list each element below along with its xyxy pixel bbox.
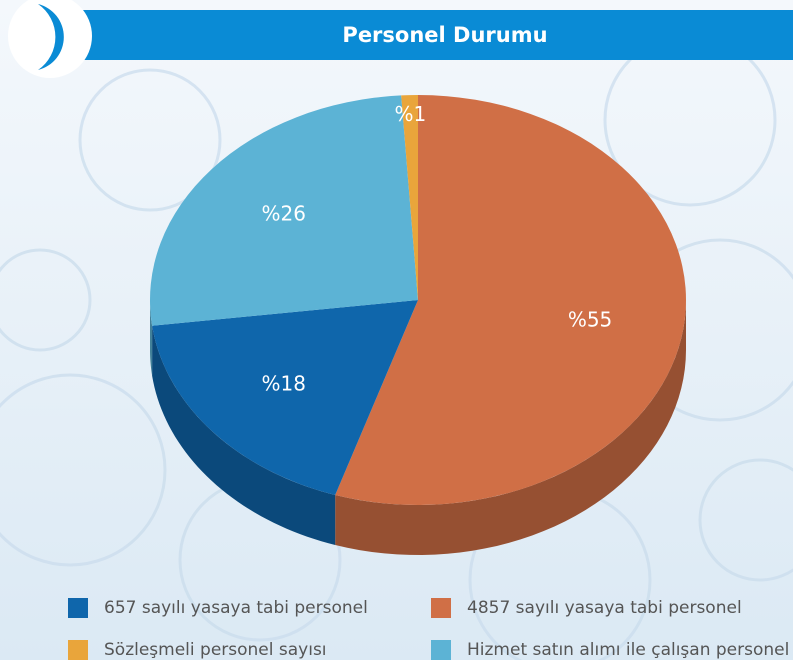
slice-side xyxy=(150,300,153,376)
legend-label: 4857 sayılı yasaya tabi personel xyxy=(467,598,742,618)
logo-mark xyxy=(38,4,64,70)
legend-swatch xyxy=(68,640,88,660)
slice-side xyxy=(335,300,686,555)
data-label: %55 xyxy=(568,307,612,331)
slice xyxy=(152,300,418,495)
legend-label: Hizmet satın alımı ile çalışan personel xyxy=(467,640,789,660)
legend-swatch xyxy=(431,640,451,660)
legend-label: 657 sayılı yasaya tabi personel xyxy=(104,598,368,618)
slice-side xyxy=(152,325,336,545)
slice xyxy=(335,95,686,506)
chart-title: Personel Durumu xyxy=(342,23,547,47)
slice xyxy=(401,95,418,300)
data-label: %18 xyxy=(262,371,306,395)
data-label: %26 xyxy=(262,202,306,226)
logo xyxy=(8,0,92,78)
legend-label: Sözleşmeli personel sayısı xyxy=(104,640,327,660)
legend-swatch xyxy=(431,598,451,618)
data-label: %1 xyxy=(395,102,427,126)
slice xyxy=(149,95,418,326)
header-bar xyxy=(40,10,793,60)
legend-swatch xyxy=(68,598,88,618)
